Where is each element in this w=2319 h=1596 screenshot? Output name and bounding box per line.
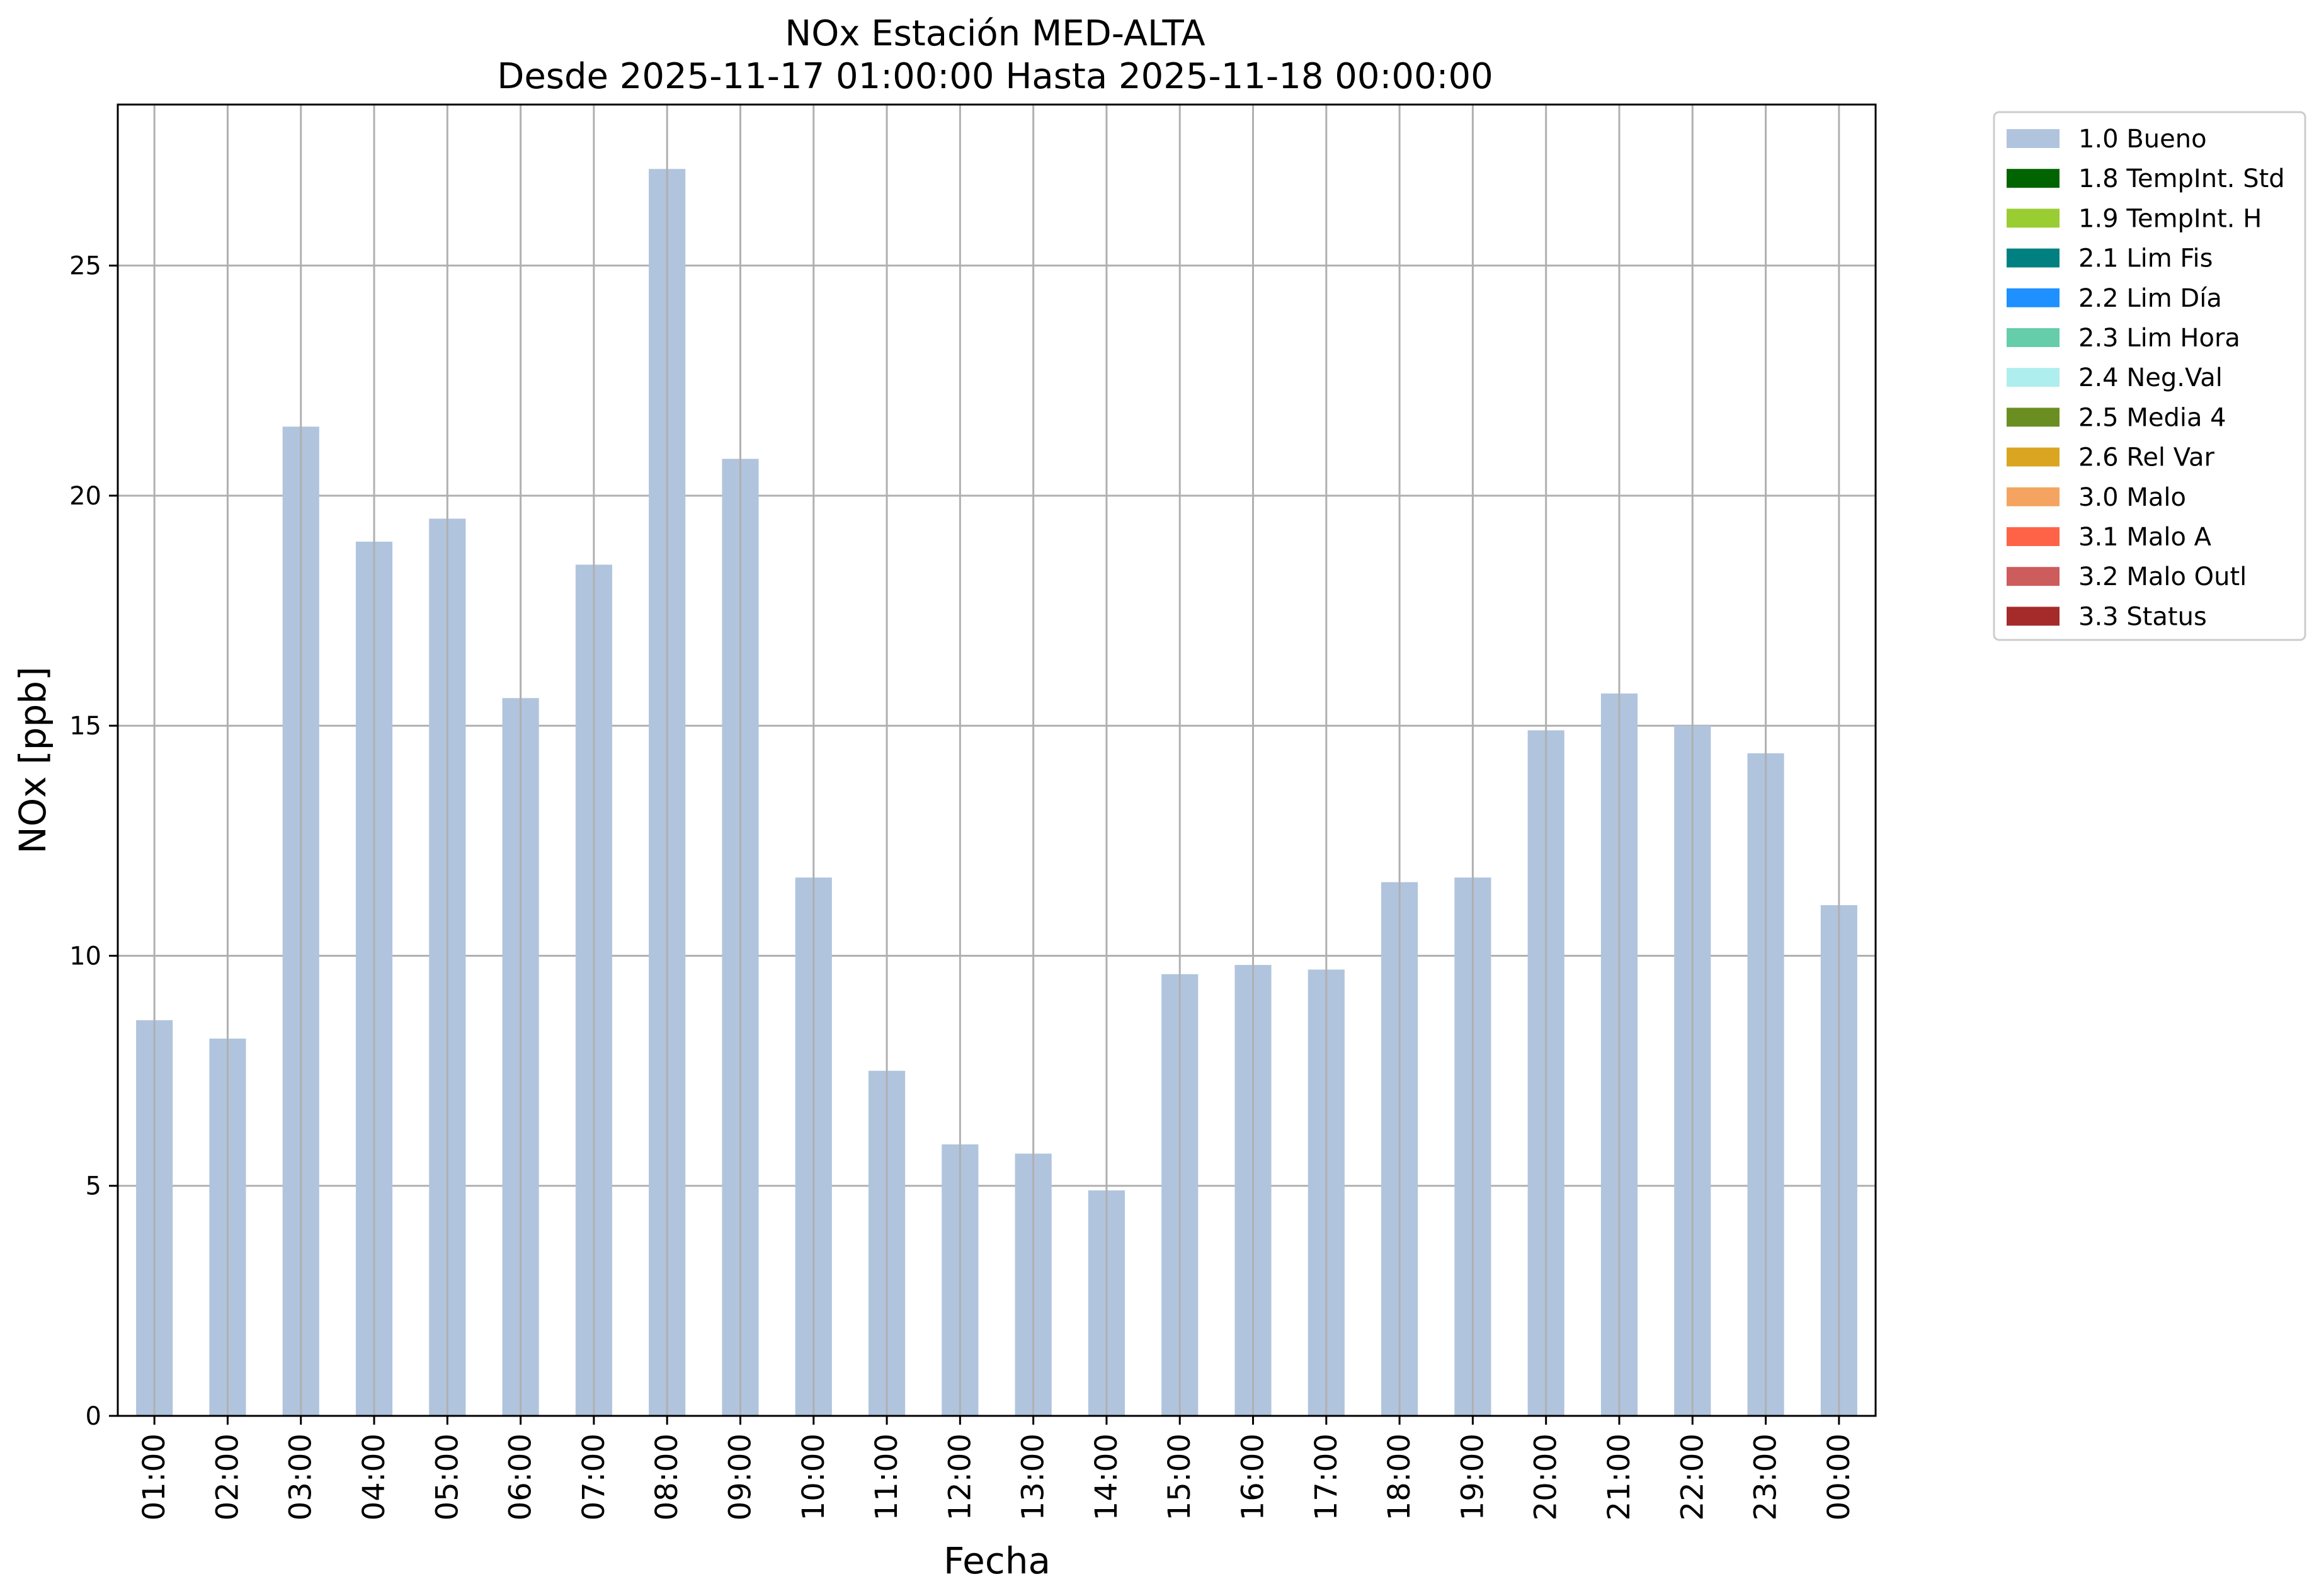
x-tick-label: 02:00: [210, 1434, 245, 1520]
legend-swatch: [2007, 208, 2060, 228]
legend-swatch: [2007, 607, 2060, 626]
x-tick-label: 11:00: [869, 1434, 904, 1520]
y-axis-ticks: 0 5 10 15 20 25: [69, 252, 118, 1431]
y-tick-label: 10: [69, 942, 101, 971]
chart-title-line-2: Desde 2025-11-17 01:00:00 Hasta 2025-11-…: [497, 56, 1493, 97]
x-tick-label: 16:00: [1236, 1434, 1271, 1520]
legend-swatch: [2007, 447, 2060, 467]
legend-label: 2.6 Rel Var: [2078, 443, 2215, 472]
legend-label: 3.0 Malo: [2078, 483, 2186, 512]
legend-swatch: [2007, 368, 2060, 387]
legend-swatch: [2007, 527, 2060, 546]
legend-label: 2.3 Lim Hora: [2078, 324, 2240, 353]
x-tick-label: 17:00: [1309, 1434, 1344, 1520]
x-tick-label: 23:00: [1748, 1434, 1784, 1520]
legend-label: 2.1 Lim Fis: [2078, 244, 2213, 273]
legend-swatch: [2007, 248, 2060, 268]
legend-label: 3.1 Malo A: [2078, 523, 2212, 552]
legend-swatch: [2007, 169, 2060, 188]
legend-swatch: [2007, 129, 2060, 148]
legend-label: 3.2 Malo Outl: [2078, 562, 2247, 591]
x-tick-label: 03:00: [283, 1434, 319, 1520]
legend-label: 2.2 Lim Día: [2078, 284, 2222, 313]
legend-label: 2.5 Media 4: [2078, 403, 2226, 432]
x-tick-label: 05:00: [430, 1434, 465, 1520]
x-tick-label: 01:00: [137, 1434, 172, 1520]
x-tick-label: 12:00: [942, 1434, 977, 1520]
legend-swatch: [2007, 288, 2060, 307]
x-tick-label: 20:00: [1529, 1434, 1564, 1520]
x-tick-label: 15:00: [1162, 1434, 1197, 1520]
legend-frame: [1993, 111, 2306, 641]
legend-swatch: [2007, 487, 2060, 506]
x-tick-label: 00:00: [1821, 1434, 1857, 1520]
x-tick-label: 18:00: [1382, 1434, 1417, 1520]
x-tick-label: 09:00: [722, 1434, 758, 1520]
legend-label: 1.9 TempInt. H: [2078, 204, 2262, 233]
legend: 1.0 Bueno 1.8 TempInt. Std 1.9 TempInt. H 2…: [1993, 111, 2306, 641]
y-tick-label: 20: [69, 482, 101, 511]
x-tick-label: 06:00: [503, 1434, 538, 1520]
legend-swatch: [2007, 328, 2060, 347]
x-tick-label: 19:00: [1455, 1434, 1490, 1520]
legend-label: 1.0 Bueno: [2078, 125, 2207, 154]
y-axis-label: NOx [ppb]: [11, 666, 54, 854]
x-tick-label: 04:00: [356, 1434, 392, 1520]
legend-label: 1.8 TempInt. Std: [2078, 164, 2285, 193]
y-tick-label: 25: [69, 252, 101, 281]
legend-swatch: [2007, 408, 2060, 427]
y-tick-label: 15: [69, 712, 101, 741]
x-tick-label: 22:00: [1675, 1434, 1710, 1520]
chart-title-line-1: NOx Estación MED-ALTA: [785, 13, 1205, 54]
plot-area-frame: [117, 103, 1877, 1417]
x-tick-label: 21:00: [1602, 1434, 1637, 1520]
x-tick-label: 14:00: [1089, 1434, 1124, 1520]
x-tick-label: 13:00: [1016, 1434, 1051, 1520]
x-axis-label: Fecha: [943, 1539, 1051, 1582]
x-tick-label: 10:00: [796, 1434, 831, 1520]
legend-label: 3.3 Status: [2078, 602, 2207, 631]
legend-swatch: [2007, 567, 2060, 586]
x-axis-ticks: 01:00 02:00 03:00 04:00 05:00 06:00 07:00 08:00…: [137, 1416, 1857, 1520]
vertical-grid-lines: [153, 105, 1840, 1416]
y-tick-label: 0: [86, 1402, 101, 1431]
legend-label: 2.4 Neg.Val: [2078, 363, 2223, 392]
x-tick-label: 08:00: [649, 1434, 685, 1520]
x-tick-label: 07:00: [576, 1434, 612, 1520]
bars: [136, 169, 1857, 1416]
y-tick-label: 5: [86, 1172, 101, 1201]
